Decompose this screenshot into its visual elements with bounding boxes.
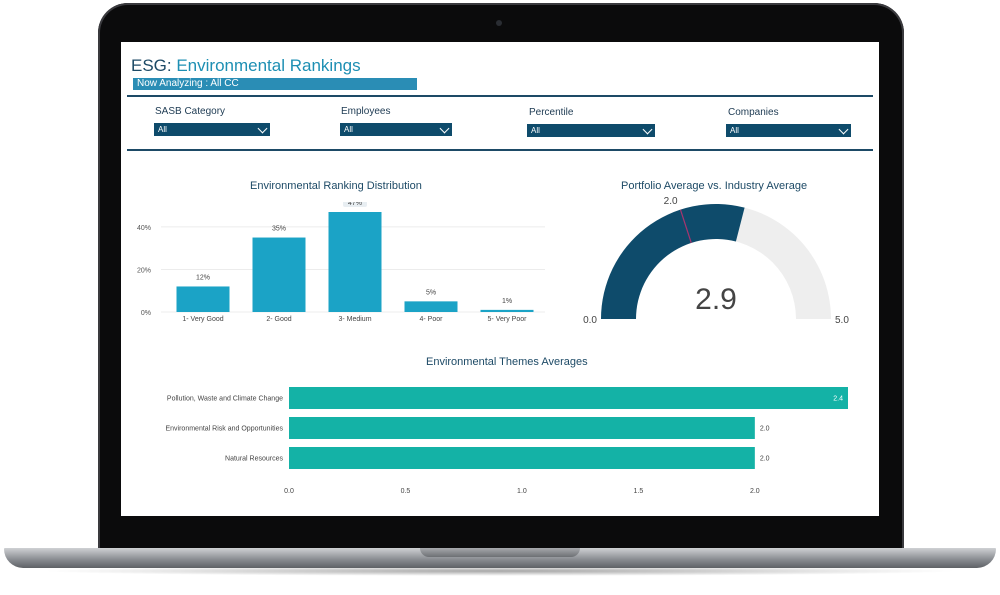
bar-value-label: 12% (196, 274, 210, 281)
dashboard-screen: ESG: Environmental Rankings Now Analyzin… (121, 42, 879, 516)
title-prefix: ESG: (131, 56, 172, 75)
gauge-chart: 2.0 2.9 0.0 5.0 (583, 197, 849, 326)
bar[interactable] (404, 301, 458, 312)
x-tick-label: 0.0 (284, 488, 294, 495)
y-tick-label: 0% (141, 310, 151, 317)
percentile-select[interactable]: All (527, 124, 655, 137)
theme-bar[interactable] (289, 447, 755, 469)
x-tick-label: 3- Medium (338, 316, 371, 323)
theme-bar[interactable] (289, 387, 848, 409)
laptop-base (4, 548, 996, 568)
bar-label-badge (343, 202, 367, 207)
page-title: ESG: Environmental Rankings (131, 56, 361, 76)
filter-label-employees: Employees (341, 106, 391, 117)
bar[interactable] (176, 286, 230, 312)
gauge-max-label: 5.0 (835, 315, 849, 326)
theme-value-label: 2.0 (760, 426, 770, 433)
theme-value-label: 2.0 (760, 456, 770, 463)
analyzing-banner: Now Analyzing : All CC (133, 78, 417, 90)
bar-value-label: 47% (348, 202, 362, 207)
gauge-title: Portfolio Average vs. Industry Average (621, 180, 808, 192)
select-value: All (158, 125, 167, 134)
gauge-value: 2.9 (695, 283, 737, 316)
chevron-down-icon (257, 123, 268, 134)
gauge-target-marker (679, 209, 692, 244)
chevron-down-icon (642, 124, 653, 135)
select-value: All (730, 126, 739, 135)
filter-label-sasb: SASB Category (155, 106, 226, 117)
select-value: All (344, 125, 353, 134)
gauge-min-label: 0.0 (583, 315, 597, 326)
distribution-title: Environmental Ranking Distribution (250, 180, 422, 192)
x-tick-label: 4- Poor (420, 316, 444, 323)
x-tick-label: 2- Good (266, 316, 291, 323)
filter-label-percentile: Percentile (529, 107, 574, 118)
x-tick-label: 1.0 (517, 488, 527, 495)
y-tick-label: 40% (137, 225, 151, 232)
title-main: Environmental Rankings (171, 56, 361, 75)
chevron-down-icon (838, 124, 849, 135)
y-tick-label: 20% (137, 267, 151, 274)
header-divider (127, 95, 873, 97)
bar[interactable] (252, 237, 306, 312)
bar-value-label: 5% (426, 289, 436, 296)
distribution-chart: 0% 20% 40% 12% 1- Very Good 35% 2- Good 47% 3- M… (137, 202, 545, 323)
bar[interactable] (480, 309, 534, 312)
camera (496, 20, 502, 26)
x-tick-label: 1.5 (634, 488, 644, 495)
theme-value-label: 2.4 (833, 396, 843, 403)
employees-select[interactable]: All (340, 123, 452, 136)
sasb-category-select[interactable]: All (154, 123, 270, 136)
x-tick-label: 5- Very Poor (488, 316, 528, 323)
bar-value-label: 35% (272, 226, 286, 233)
theme-bar[interactable] (289, 417, 755, 439)
x-tick-label: 2.0 (750, 488, 760, 495)
laptop-shadow (40, 566, 960, 576)
theme-category-label: Environmental Risk and Opportunities (165, 426, 283, 433)
laptop-notch (420, 548, 580, 557)
x-tick-label: 1- Very Good (182, 316, 223, 323)
select-value: All (531, 126, 540, 135)
companies-select[interactable]: All (726, 124, 851, 137)
themes-chart: Pollution, Waste and Climate Change 2.4 En… (165, 387, 848, 495)
gauge-fill (601, 204, 745, 319)
filter-label-companies: Companies (728, 107, 779, 118)
gauge-target-label: 2.0 (664, 197, 678, 207)
theme-category-label: Pollution, Waste and Climate Change (167, 396, 283, 403)
theme-category-label: Natural Resources (225, 456, 283, 463)
bar[interactable] (328, 212, 382, 312)
bar-value-label: 1% (502, 298, 512, 305)
filter-divider (127, 149, 873, 151)
themes-title: Environmental Themes Averages (426, 356, 588, 368)
chevron-down-icon (439, 123, 450, 134)
x-tick-label: 0.5 (401, 488, 411, 495)
